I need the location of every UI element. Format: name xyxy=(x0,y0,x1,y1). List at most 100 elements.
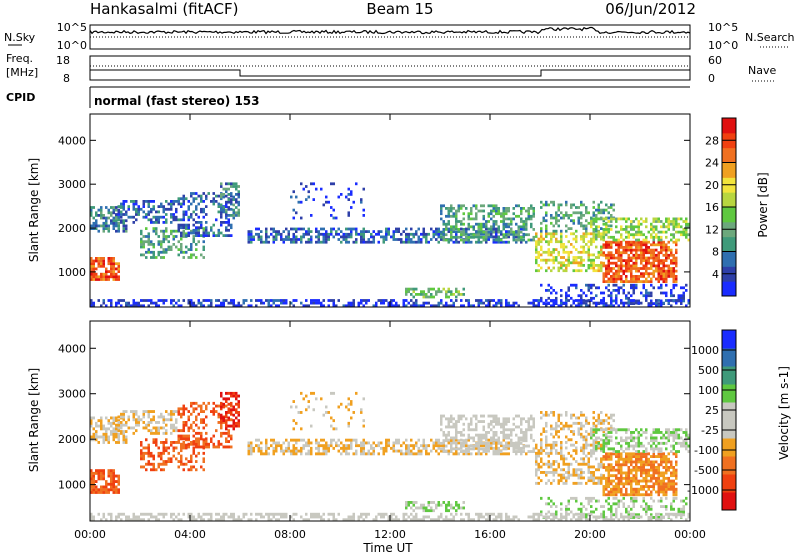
velocity-cell xyxy=(107,471,110,475)
power-cell xyxy=(450,214,453,218)
power-cell xyxy=(565,214,568,217)
velocity-cell xyxy=(192,449,195,453)
power-cell xyxy=(607,220,610,223)
velocity-cell xyxy=(595,481,598,485)
velocity-cell xyxy=(580,481,583,485)
power-cell xyxy=(610,251,613,255)
power-cell xyxy=(450,293,453,296)
velocity-cell xyxy=(430,506,433,510)
power-cell xyxy=(425,232,428,236)
power-cell xyxy=(617,275,620,278)
power-cell xyxy=(637,299,640,303)
velocity-cell xyxy=(225,412,228,416)
velocity-cell xyxy=(190,404,193,408)
power-cell xyxy=(440,230,443,234)
power-cell xyxy=(652,302,655,305)
velocity-cell xyxy=(285,446,288,450)
velocity-cell xyxy=(607,474,610,478)
power-cell xyxy=(230,194,233,198)
velocity-cell xyxy=(572,421,575,425)
power-cell xyxy=(570,203,573,207)
power-cell xyxy=(225,216,228,220)
power-cell xyxy=(177,253,180,257)
velocity-cell xyxy=(267,446,270,450)
power-cell xyxy=(485,227,488,231)
power-cell xyxy=(475,235,478,239)
velocity-cell xyxy=(377,444,380,448)
velocity-cell xyxy=(635,471,638,475)
power-cell xyxy=(392,304,395,308)
velocity-cell xyxy=(672,474,675,478)
power-cell xyxy=(602,299,605,303)
velocity-cell xyxy=(630,471,633,475)
power-cell xyxy=(462,240,465,244)
velocity-cell xyxy=(580,446,583,450)
velocity-cell xyxy=(202,410,205,413)
power-cell xyxy=(610,261,613,265)
velocity-cell xyxy=(582,462,585,466)
velocity-cell xyxy=(455,431,458,434)
velocity-cell xyxy=(435,449,438,453)
velocity-cell xyxy=(635,444,638,448)
velocity-cell xyxy=(582,449,585,453)
velocity-cell xyxy=(180,457,183,461)
velocity-cell xyxy=(465,441,468,445)
power-cell xyxy=(570,261,573,265)
power-cell xyxy=(162,237,165,241)
power-cell xyxy=(232,208,235,212)
power-cell xyxy=(652,243,655,247)
velocity-cell xyxy=(227,445,230,449)
power-cell xyxy=(350,193,353,196)
velocity-cell xyxy=(635,490,638,494)
velocity-cell xyxy=(282,441,285,445)
velocity-cell xyxy=(117,491,120,494)
power-cell xyxy=(150,240,153,244)
velocity-cell xyxy=(172,410,175,413)
power-cell xyxy=(527,209,530,213)
power-cell xyxy=(592,235,595,238)
power-cell xyxy=(407,287,410,291)
velocity-cell xyxy=(632,452,635,456)
power-cell xyxy=(620,225,623,229)
power-cell xyxy=(285,227,288,231)
power-cell xyxy=(192,223,195,227)
power-cell xyxy=(345,240,348,244)
velocity-cell xyxy=(442,414,445,418)
power-cell xyxy=(670,233,673,237)
power-cell xyxy=(527,301,530,305)
power-cell xyxy=(430,293,433,296)
velocity-cell xyxy=(412,444,415,448)
power-cell xyxy=(637,243,640,247)
power-cell xyxy=(632,267,635,270)
power-cell xyxy=(192,304,195,308)
power-cell xyxy=(97,259,100,263)
power-cell xyxy=(145,215,148,219)
power-cell xyxy=(130,215,133,219)
velocity-cell xyxy=(510,441,513,445)
velocity-cell xyxy=(355,438,358,442)
power-cell xyxy=(92,262,95,266)
power-cell xyxy=(310,299,313,302)
velocity-cell xyxy=(232,419,235,423)
power-cell xyxy=(132,301,135,305)
velocity-cell xyxy=(620,466,623,469)
power-cell xyxy=(597,208,600,212)
power-cell xyxy=(225,210,228,214)
velocity-cell xyxy=(345,444,348,448)
power-cell xyxy=(582,248,585,251)
power-cell xyxy=(412,301,415,305)
power-cell xyxy=(467,212,470,216)
power-cell xyxy=(587,256,590,259)
velocity-cell xyxy=(545,481,548,485)
velocity-cell xyxy=(165,446,168,450)
velocity-cell xyxy=(445,503,448,507)
power-cell xyxy=(195,192,198,195)
power-cell xyxy=(265,232,268,236)
power-cell xyxy=(390,304,393,308)
velocity-cell xyxy=(670,482,673,486)
power-cell xyxy=(230,223,233,227)
power-cell xyxy=(235,304,238,308)
power-cell xyxy=(540,235,543,238)
velocity-cell xyxy=(415,441,418,445)
power-cell xyxy=(415,293,418,296)
